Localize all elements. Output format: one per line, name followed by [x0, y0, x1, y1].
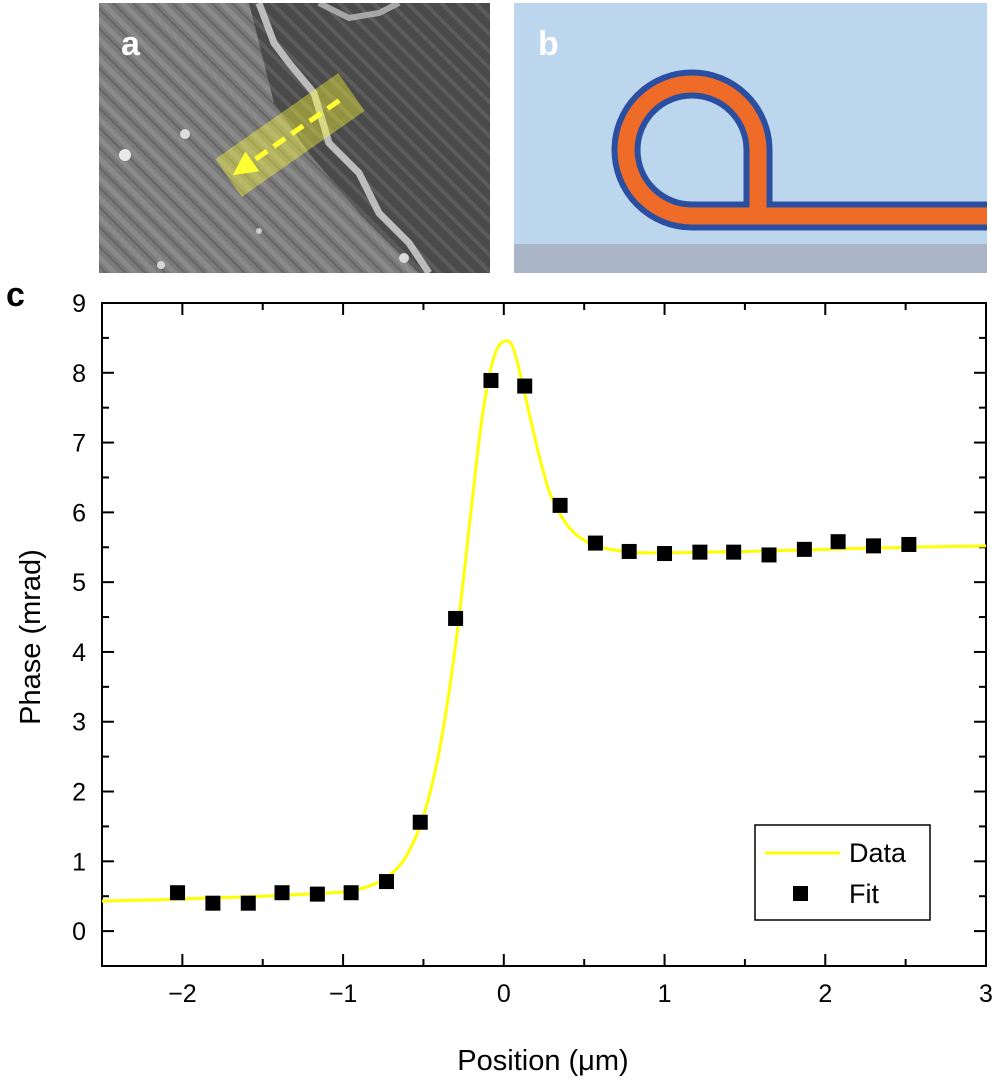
y-tick-label: 6: [72, 499, 86, 527]
fit-series-point: [205, 895, 221, 911]
axis-ticks: [101, 302, 987, 967]
microscope-image: a: [99, 3, 490, 273]
fit-series-point: [343, 885, 359, 901]
y-tick-label: 0: [72, 918, 86, 946]
y-axis-label: Phase (mrad): [15, 549, 47, 725]
data-series-line: [101, 339, 987, 903]
fit-series-point: [692, 544, 708, 560]
fit-series-point: [552, 497, 568, 513]
x-tick-label: 0: [497, 980, 511, 1008]
fit-series-point: [830, 534, 846, 550]
y-tick-label: 8: [72, 360, 86, 388]
x-tick-label: −1: [329, 980, 358, 1008]
fit-series-point: [621, 543, 637, 559]
plot-area: [101, 339, 987, 911]
x-tick-label: 2: [818, 980, 832, 1008]
axes-frame: [101, 302, 987, 967]
fit-series-point: [726, 544, 742, 560]
x-axis-label: Position (μm): [457, 1045, 628, 1077]
fit-series-point: [517, 378, 533, 394]
fit-series-point: [170, 885, 186, 901]
y-tick-label: 3: [72, 709, 86, 737]
legend-swatch-fit: [793, 886, 808, 901]
panel-label-a: a: [121, 25, 140, 63]
y-tick-label: 9: [72, 290, 86, 318]
plot-border: [101, 302, 987, 967]
waveguide-schematic-drawing: [514, 3, 987, 273]
fit-series-point: [448, 610, 464, 626]
fit-series-point: [483, 372, 499, 388]
fit-series-point: [378, 874, 394, 890]
fit-series-point: [240, 895, 256, 911]
fit-series-point: [901, 536, 917, 552]
legend-label-data: Data: [849, 838, 907, 868]
y-tick-label: 4: [72, 639, 86, 667]
y-tick-label: 7: [72, 430, 86, 458]
x-tick-label: 3: [979, 980, 993, 1008]
legend: Data Fit: [754, 824, 931, 921]
fit-series-point: [761, 547, 777, 563]
fit-series-point: [587, 535, 603, 551]
panel-label-c: c: [6, 276, 25, 314]
x-tick-label: −2: [168, 980, 197, 1008]
y-tick-label: 2: [72, 779, 86, 807]
fit-series-point: [796, 541, 812, 557]
x-tick-label: 1: [658, 980, 672, 1008]
y-tick-label: 5: [72, 569, 86, 597]
fit-series-point: [865, 538, 881, 554]
waveguide-schematic: b: [514, 3, 987, 273]
fit-series-point: [309, 886, 325, 902]
fit-series-point: [274, 885, 290, 901]
microscope-image-drawing: [99, 3, 490, 273]
legend-box: [754, 824, 931, 921]
y-tick-label: 1: [72, 848, 86, 876]
fit-series-point: [412, 814, 428, 830]
tick-labels: −2 −1 0 1 2 3 0 1 2 3 4 5 6 7 8 9: [72, 290, 993, 1008]
fit-series-point: [657, 546, 673, 562]
panel-label-b: b: [538, 25, 559, 63]
legend-label-fit: Fit: [849, 879, 879, 909]
